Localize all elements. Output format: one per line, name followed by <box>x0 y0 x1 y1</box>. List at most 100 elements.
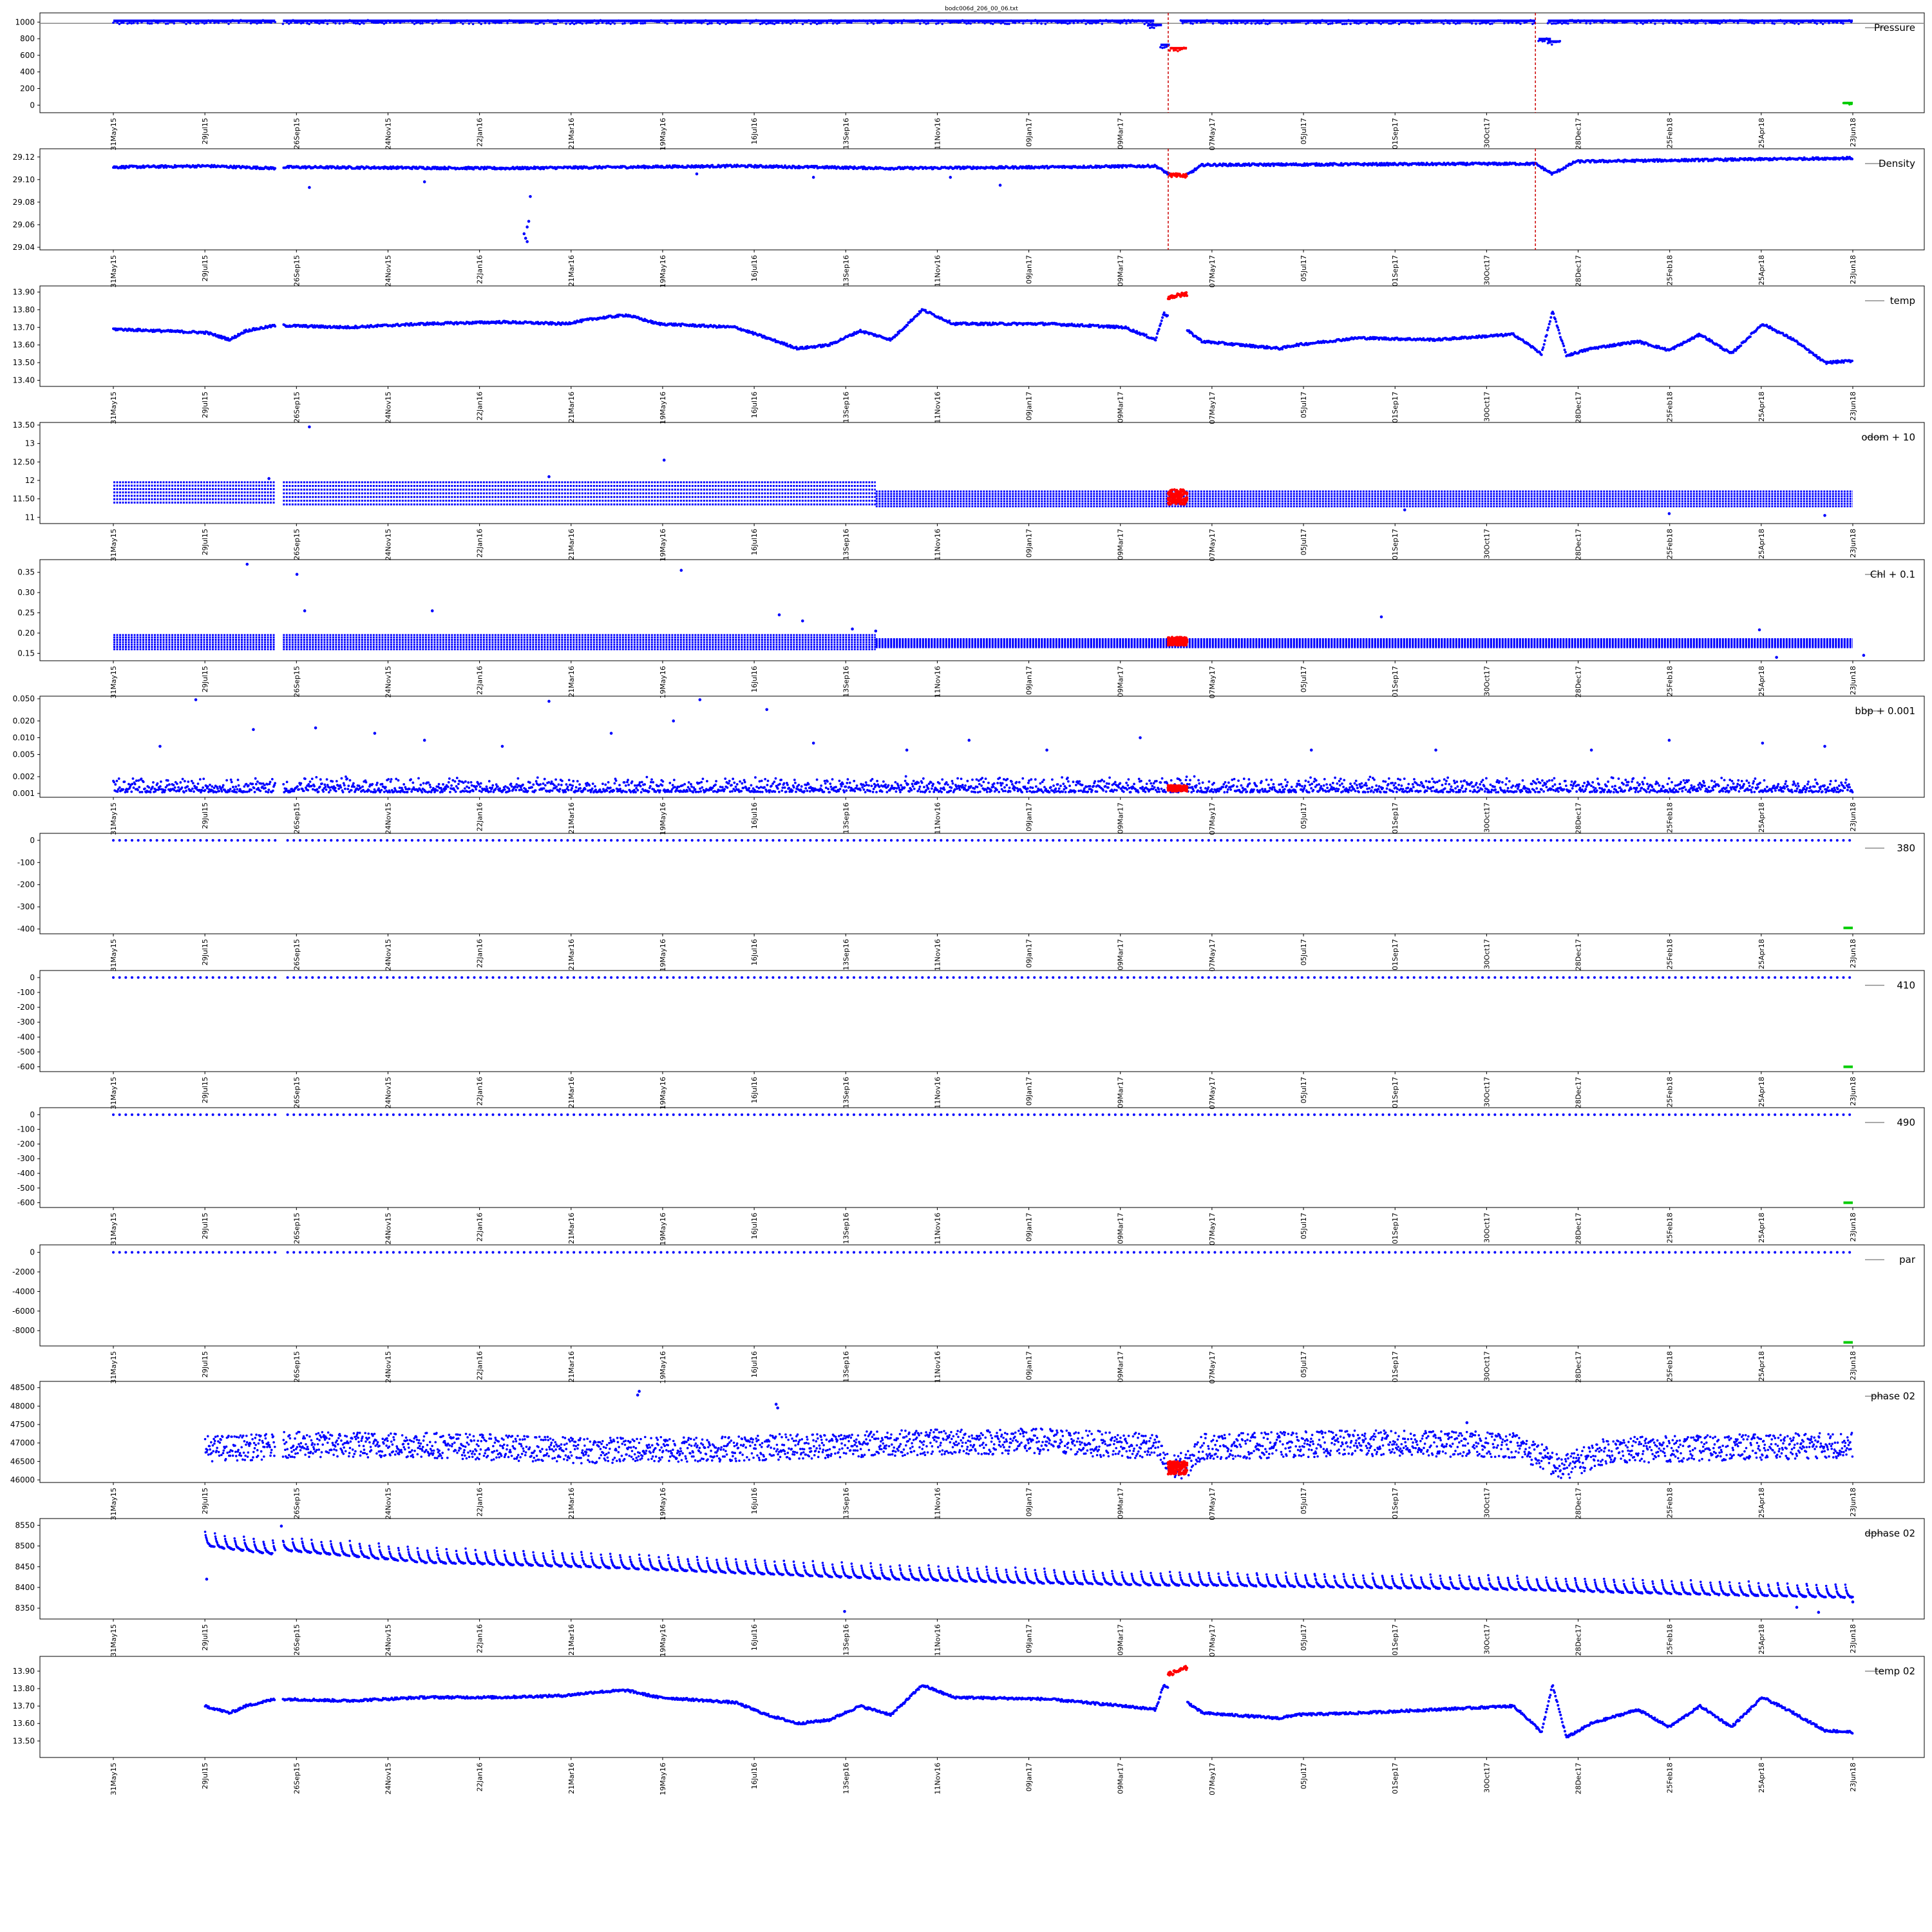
data-point <box>251 21 254 23</box>
data-point <box>1177 50 1179 53</box>
data-point <box>1797 23 1800 25</box>
data-point <box>1844 19 1846 23</box>
data-point <box>354 22 357 25</box>
data-point <box>682 19 685 22</box>
data-point <box>1613 21 1616 24</box>
data-point <box>1282 20 1285 23</box>
data-point <box>1562 21 1566 24</box>
data-point <box>1660 19 1663 22</box>
outlier-point <box>526 240 529 243</box>
data-point <box>1555 41 1557 44</box>
flagged-point <box>1178 173 1182 176</box>
data-point <box>342 22 345 24</box>
data-point <box>261 19 265 22</box>
data-point <box>645 19 649 23</box>
data-point <box>368 20 372 23</box>
data-point <box>1656 19 1658 22</box>
data-point <box>1461 20 1463 23</box>
data-point <box>189 22 192 24</box>
data-point <box>439 20 442 23</box>
data-point <box>1191 22 1194 25</box>
data-point <box>492 21 495 24</box>
data-point <box>518 21 521 24</box>
data-point <box>204 332 207 336</box>
data-point <box>116 21 119 24</box>
data-point <box>751 21 753 24</box>
data-point <box>1497 19 1500 22</box>
data-point <box>923 308 927 312</box>
data-point <box>690 21 693 24</box>
data-point <box>1468 21 1472 23</box>
data-point <box>852 334 855 337</box>
data-point <box>1175 49 1177 52</box>
y-tick-label: 13.90 <box>13 287 35 296</box>
data-point <box>1117 21 1120 24</box>
data-point <box>721 20 723 23</box>
data-point <box>1558 39 1562 43</box>
data-point <box>443 19 446 22</box>
data-point <box>666 22 668 25</box>
data-point <box>122 21 125 24</box>
data-point <box>358 23 361 26</box>
data-point <box>1157 328 1160 331</box>
data-point <box>1448 22 1451 25</box>
data-point <box>1159 23 1162 26</box>
data-point <box>219 20 222 23</box>
data-point <box>793 19 796 22</box>
data-point <box>1153 26 1155 30</box>
data-point <box>828 344 831 347</box>
data-point <box>1563 348 1566 352</box>
data-point <box>1481 21 1484 24</box>
data-point <box>603 20 606 23</box>
data-point <box>1430 19 1433 22</box>
data-point <box>761 22 764 24</box>
data-point <box>1291 21 1293 24</box>
data-point <box>1743 19 1745 22</box>
data-point <box>686 21 689 23</box>
data-point <box>1131 19 1134 22</box>
data-point <box>737 21 739 24</box>
data-point <box>1252 20 1255 23</box>
data-point <box>636 21 638 24</box>
data-point <box>1573 21 1576 23</box>
data-point <box>1179 19 1182 22</box>
data-point <box>381 21 384 24</box>
x-tick-label: 30Oct17 <box>1482 118 1491 148</box>
data-point <box>435 19 438 22</box>
data-point <box>506 22 509 24</box>
data-point <box>1307 21 1309 24</box>
data-point <box>1609 20 1612 23</box>
data-point <box>1305 23 1307 25</box>
data-point <box>1456 22 1459 24</box>
data-point <box>656 21 659 23</box>
data-point <box>1125 22 1128 25</box>
data-point <box>842 19 845 23</box>
x-tick-label: 05Jul17 <box>1300 118 1308 144</box>
data-point <box>194 22 198 25</box>
data-point <box>1700 19 1703 22</box>
y-tick-label: 600 <box>20 51 35 60</box>
data-point <box>298 20 301 23</box>
data-point <box>502 20 505 23</box>
x-tick-label: 09Jan17 <box>1025 118 1034 147</box>
data-point <box>848 21 851 24</box>
data-point <box>171 21 173 23</box>
data-point <box>854 20 857 23</box>
data-point <box>272 20 274 23</box>
x-tick-label: 09Jan17 <box>1025 255 1034 284</box>
data-point <box>916 19 920 22</box>
data-point <box>1062 21 1065 24</box>
data-point <box>1692 21 1695 24</box>
data-point <box>1143 23 1146 25</box>
data-point <box>382 167 385 170</box>
data-point <box>112 21 115 24</box>
data-point <box>1785 21 1788 23</box>
data-point <box>306 22 308 24</box>
data-point <box>1670 19 1672 22</box>
data-point <box>1555 171 1558 174</box>
data-point <box>593 19 596 22</box>
data-point <box>1647 19 1651 22</box>
data-point <box>1076 21 1079 24</box>
data-point <box>1821 23 1824 25</box>
data-point <box>963 21 966 24</box>
